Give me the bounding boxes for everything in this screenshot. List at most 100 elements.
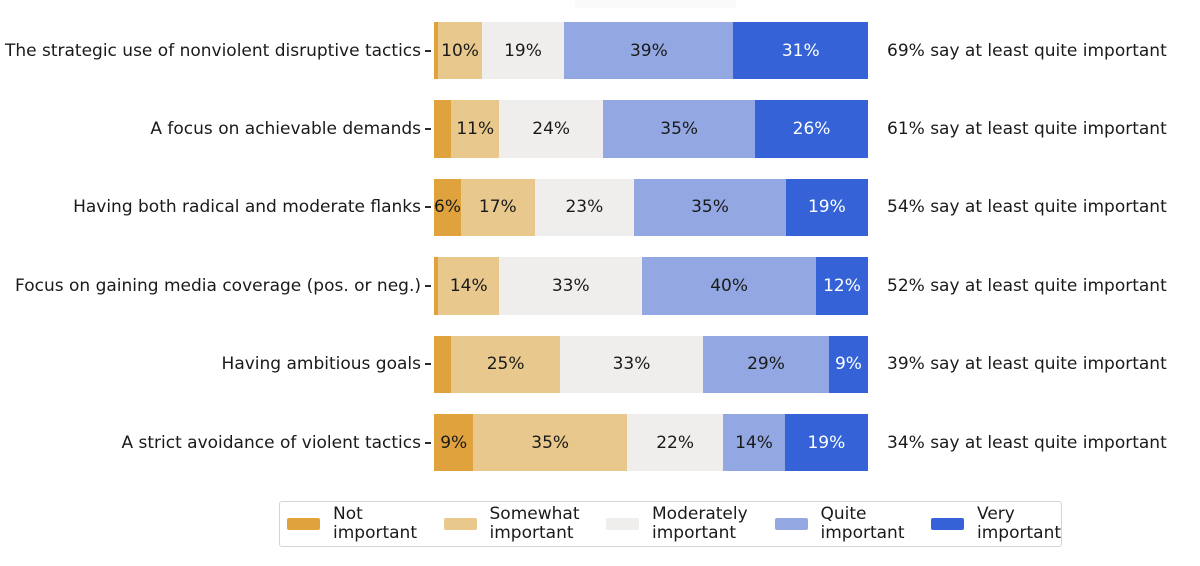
- legend-label: Moderately important: [652, 503, 748, 543]
- legend-swatch: [287, 518, 320, 530]
- segment-value-label: 40%: [710, 275, 749, 296]
- legend-label: Very important: [977, 503, 1062, 543]
- segment-value-label: 19%: [807, 432, 846, 453]
- segment-value-label: 26%: [792, 119, 831, 140]
- axis-tick: [425, 284, 431, 287]
- bar-segment-very-important: 31%: [733, 22, 868, 80]
- bar-segment-moderately-important: 22%: [626, 413, 724, 472]
- chart-row: The strategic use of nonviolent disrupti…: [0, 12, 1200, 90]
- category-label-text: A strict avoidance of violent tactics: [121, 432, 421, 453]
- bar-segment-moderately-important: 23%: [534, 178, 635, 237]
- bar-segment-somewhat-important: 25%: [451, 335, 560, 393]
- legend-item: Very important: [931, 503, 1062, 544]
- category-label: A strict avoidance of violent tactics: [0, 433, 434, 453]
- bar-segment-quite-important: 29%: [703, 335, 829, 393]
- bar-segment-somewhat-important: 11%: [451, 100, 500, 158]
- bar-segment-very-important: 12%: [815, 257, 868, 315]
- row-annotation: 54% say at least quite important: [887, 197, 1167, 218]
- segment-value-label: 35%: [691, 197, 729, 218]
- axis-tick: [425, 49, 431, 52]
- bar-segment-not-important: [434, 257, 439, 315]
- segment-value-label: 11%: [456, 119, 495, 140]
- chart-row: A strict avoidance of violent tactics 9% 3…: [0, 403, 1200, 481]
- category-label: Having ambitious goals: [0, 354, 434, 374]
- bar-segment-not-important: 9%: [434, 413, 474, 472]
- row-annotation: 52% say at least quite important: [887, 275, 1167, 296]
- segment-value-label: 35%: [660, 119, 699, 140]
- bar-segment-very-important: 19%: [784, 413, 868, 472]
- bar-segment-somewhat-important: 17%: [460, 178, 535, 237]
- bar-segment-quite-important: 35%: [634, 178, 786, 237]
- bar-segment-somewhat-important: 35%: [473, 413, 627, 472]
- axis-tick: [425, 128, 431, 131]
- segment-value-label: 33%: [612, 354, 651, 375]
- bar-segment-very-important: 19%: [785, 178, 868, 237]
- row-annotation: 34% say at least quite important: [887, 432, 1167, 453]
- stacked-bar: 6% 17% 23% 35% 19%: [434, 178, 868, 237]
- legend-item: Somewhat important: [443, 503, 607, 544]
- bar-segment-quite-important: 35%: [603, 100, 756, 158]
- row-annotation: 61% say at least quite important: [887, 119, 1167, 140]
- row-annotation: 39% say at least quite important: [887, 354, 1167, 375]
- segment-value-label: 24%: [532, 119, 571, 140]
- legend-label: Quite important: [820, 503, 905, 543]
- bar-segment-not-important: [434, 335, 452, 393]
- segment-value-label: 23%: [565, 197, 604, 218]
- segment-value-label: 12%: [823, 275, 861, 296]
- segment-value-label: 6%: [434, 197, 461, 218]
- bar-segment-very-important: 26%: [755, 100, 868, 158]
- bar-segment-quite-important: 40%: [642, 257, 816, 315]
- category-label-text: Having ambitious goals: [221, 354, 421, 375]
- stacked-bar: 10% 19% 39% 31%: [434, 22, 868, 80]
- category-label: Focus on gaining media coverage (pos. or…: [0, 276, 434, 296]
- segment-value-label: 14%: [735, 432, 773, 453]
- chart-row: Focus on gaining media coverage (pos. or…: [0, 247, 1200, 325]
- segment-value-label: 17%: [478, 197, 517, 218]
- segment-value-label: 29%: [747, 354, 785, 375]
- segment-value-label: 35%: [531, 432, 570, 453]
- segment-value-label: 9%: [834, 354, 862, 375]
- bar-segment-moderately-important: 33%: [499, 257, 643, 315]
- segment-value-label: 22%: [656, 432, 694, 453]
- segment-value-label: 31%: [781, 40, 820, 61]
- truncated-title-remnant: [575, 0, 736, 8]
- axis-tick: [425, 441, 431, 444]
- category-label-text: The strategic use of nonviolent disrupti…: [4, 40, 421, 61]
- axis-tick: [425, 363, 431, 366]
- segment-value-label: 9%: [440, 432, 468, 453]
- stacked-bar: 9% 35% 22% 14% 19%: [434, 413, 868, 472]
- segment-value-label: 14%: [449, 275, 488, 296]
- bar-segment-moderately-important: 33%: [559, 335, 704, 393]
- segment-value-label: 39%: [629, 40, 668, 61]
- bar-segment-not-important: 6%: [434, 178, 461, 237]
- legend-swatch: [931, 518, 965, 530]
- category-label: The strategic use of nonviolent disrupti…: [0, 41, 434, 61]
- segment-value-label: 33%: [551, 275, 590, 296]
- segment-value-label: 25%: [486, 354, 525, 375]
- stacked-bar: 25% 33% 29% 9%: [434, 335, 868, 393]
- legend-swatch: [443, 518, 477, 530]
- legend-item: Not important: [287, 504, 444, 544]
- segment-value-label: 19%: [504, 40, 542, 61]
- bar-rows: The strategic use of nonviolent disrupti…: [0, 12, 1200, 482]
- chart-row: Having ambitious goals 25% 33% 29% 9% 39% say…: [0, 325, 1200, 403]
- bar-segment-somewhat-important: 10%: [438, 22, 482, 80]
- legend-label: Somewhat important: [489, 503, 580, 543]
- category-label: Having both radical and moderate flanks: [0, 197, 434, 217]
- legend-item: Quite important: [774, 503, 932, 544]
- chart-row: A focus on achievable demands 11% 24% 35% 26…: [0, 90, 1200, 168]
- legend-swatch: [774, 518, 808, 530]
- segment-value-label: 19%: [807, 197, 846, 218]
- segment-value-label: 10%: [441, 40, 479, 61]
- row-annotation: 69% say at least quite important: [887, 40, 1167, 61]
- bar-segment-very-important: 9%: [828, 335, 868, 393]
- category-label-text: A focus on achievable demands: [150, 119, 421, 140]
- category-label: A focus on achievable demands: [0, 119, 434, 139]
- category-label-text: Having both radical and moderate flanks: [73, 197, 421, 218]
- bar-segment-somewhat-important: 14%: [438, 257, 500, 315]
- axis-tick: [425, 206, 431, 209]
- legend: Not important Somewhat important Moderatel…: [279, 501, 1062, 547]
- bar-segment-quite-important: 14%: [723, 413, 785, 472]
- bar-segment-moderately-important: 24%: [499, 100, 604, 158]
